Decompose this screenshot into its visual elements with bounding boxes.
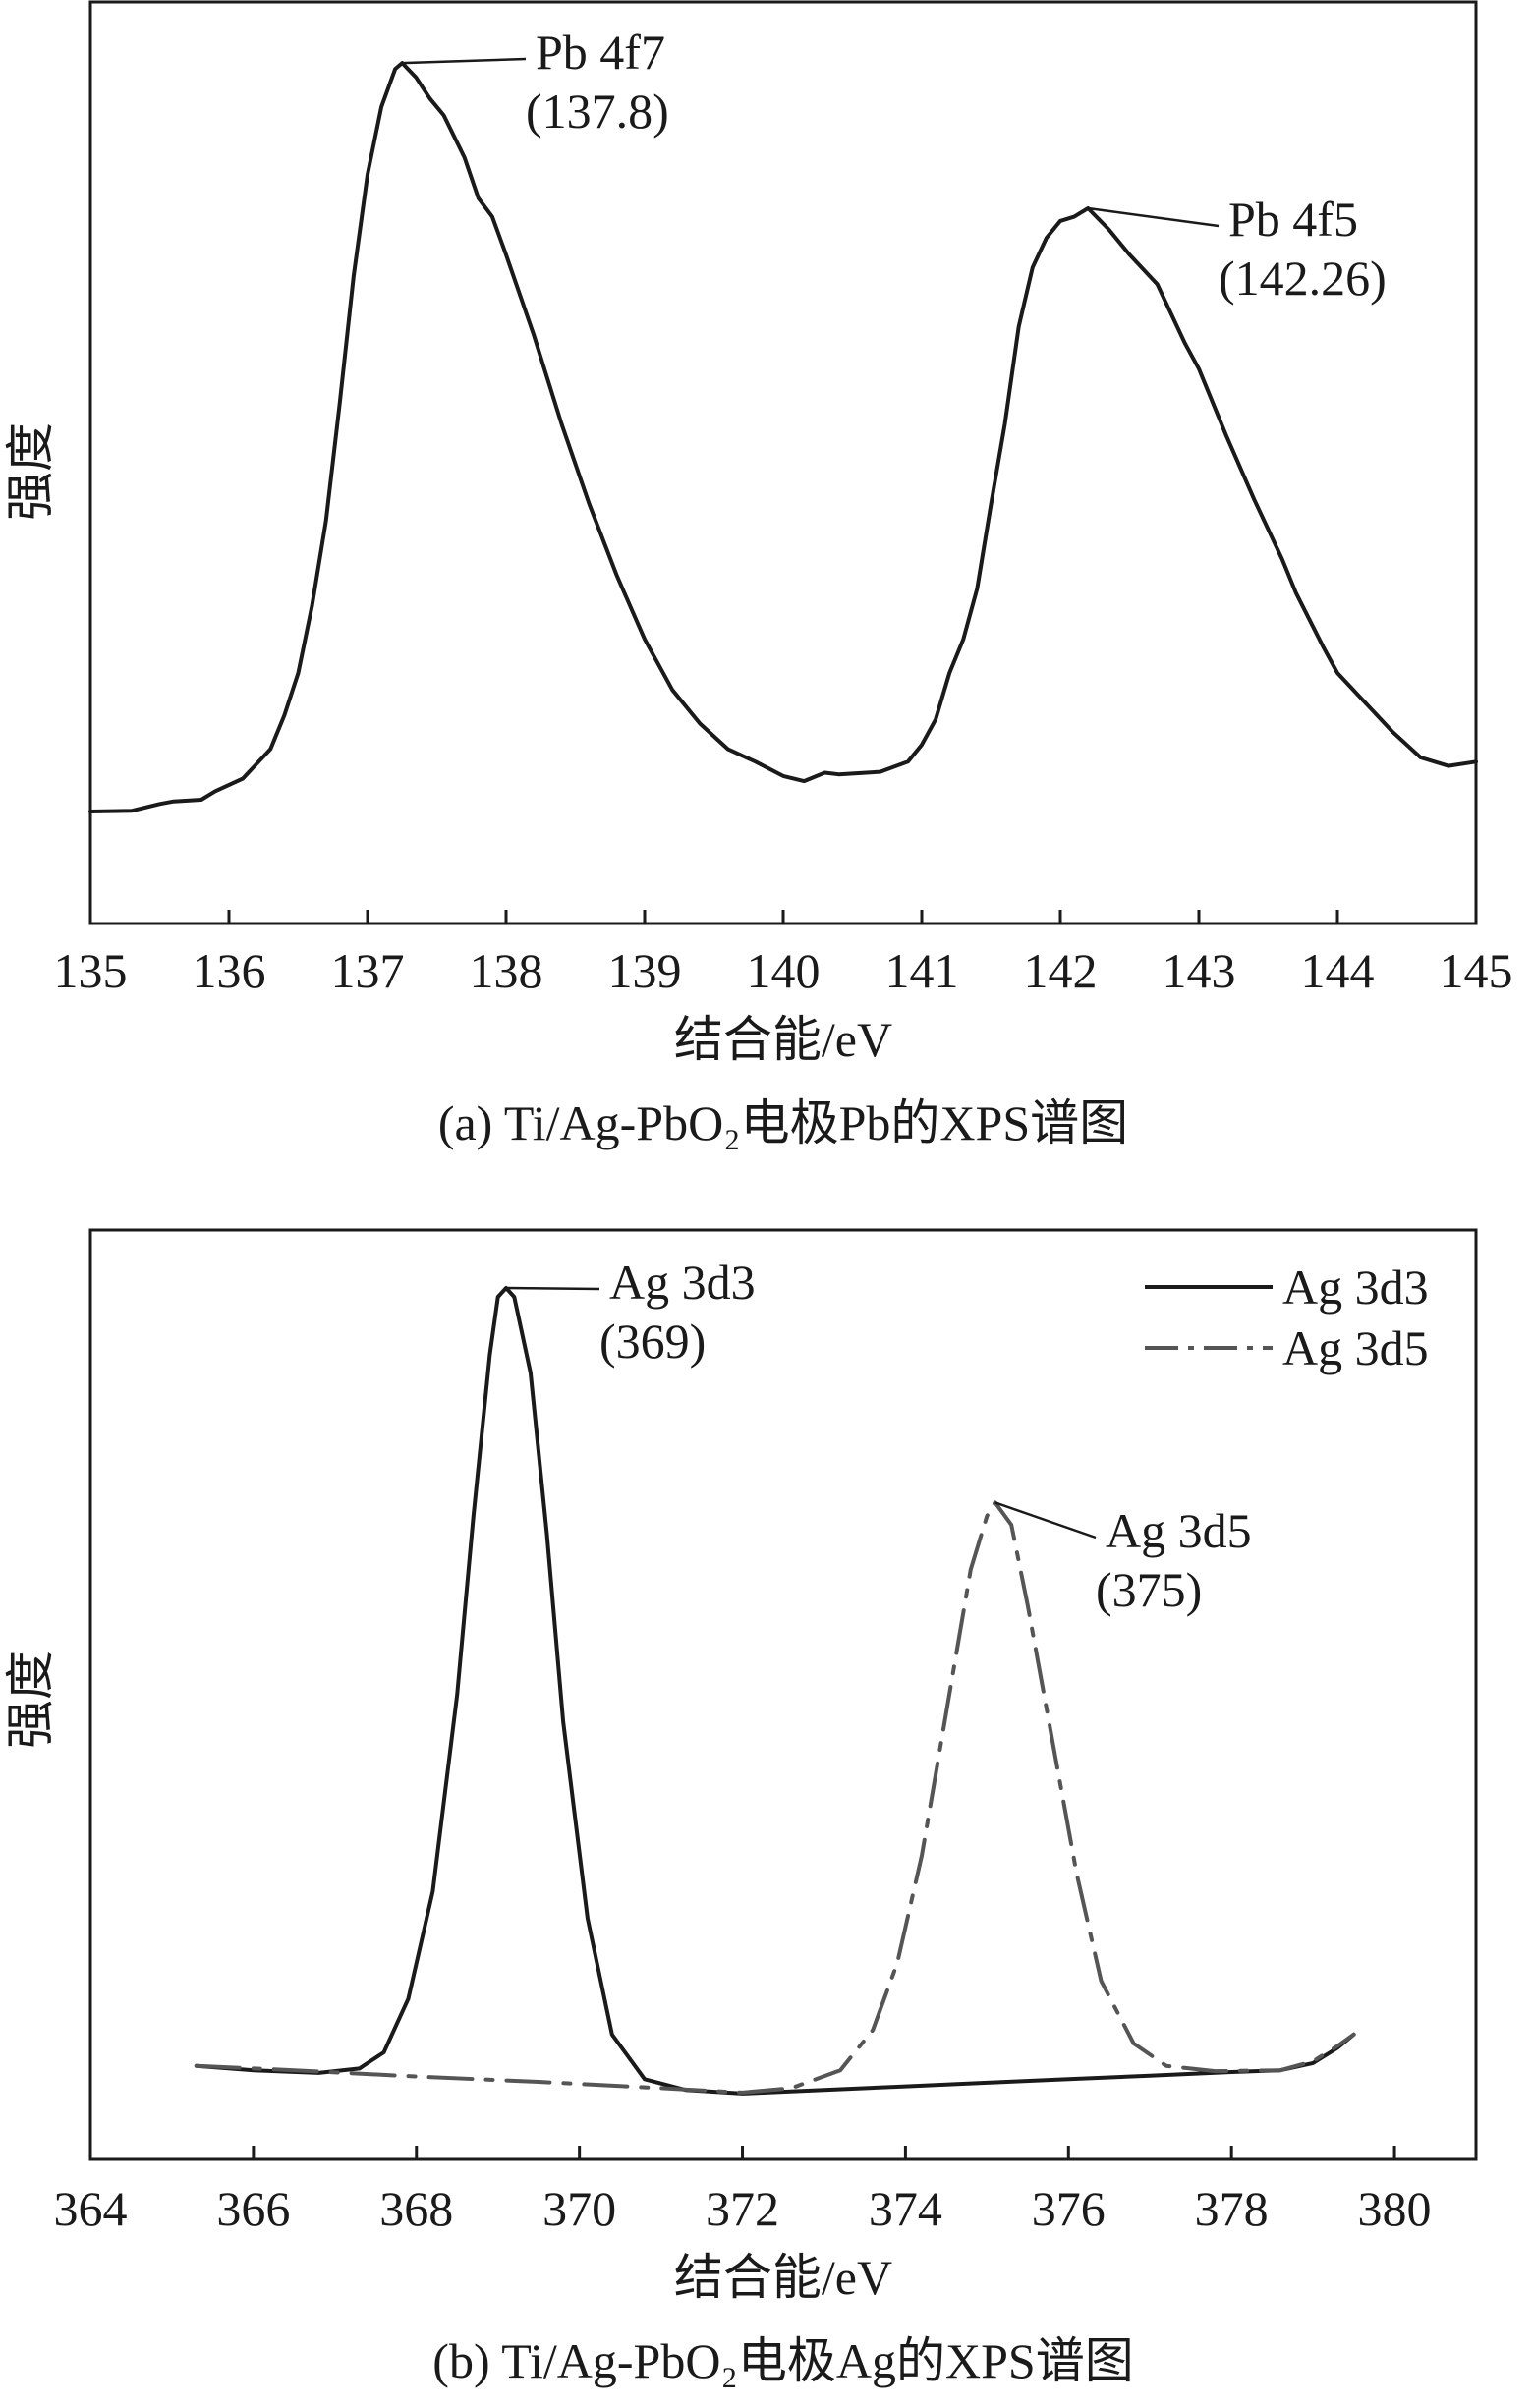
annotation-leader-a-0 — [402, 57, 527, 65]
x-tick-label-b-380: 380 — [1358, 2181, 1432, 2236]
x-tick-label-a-136: 136 — [193, 943, 266, 998]
annotation-layer-a: Pb 4f7(137.8) Pb 4f5(142.26) — [402, 25, 1387, 306]
legend-label-0: Ag 3d3 — [1282, 1260, 1429, 1315]
x-tick-label-b-364: 364 — [54, 2181, 128, 2236]
x-tick-label-b-378: 378 — [1195, 2181, 1269, 2236]
annotation-leader-b-1 — [994, 1501, 1097, 1540]
series-layer-a — [88, 61, 1478, 813]
y-axis-title-a: 强度 — [3, 422, 58, 521]
annotation-value-a-1: (142.26) — [1219, 251, 1387, 306]
legend-label-1: Ag 3d5 — [1282, 1320, 1429, 1375]
x-tick-label-a-142: 142 — [1024, 943, 1098, 998]
x-ticks-b: 364 366 368 370 372 374 376 378 380 — [54, 2146, 1432, 2236]
annotation-value-b-0: (369) — [599, 1314, 706, 1369]
x-tick-label-a-139: 139 — [608, 943, 682, 998]
x-tick-label-b-366: 366 — [216, 2181, 290, 2236]
x-tick-label-b-376: 376 — [1032, 2181, 1106, 2236]
series-layer-b — [194, 1286, 1356, 2096]
panel-a: Pb 4f7(137.8) Pb 4f5(142.26) 135 136 137 138… — [3, 0, 1513, 1150]
x-axis-title-a: 结合能/eV — [674, 1012, 892, 1067]
x-tick-label-a-143: 143 — [1163, 943, 1236, 998]
x-axis-title-b: 结合能/eV — [674, 2250, 892, 2305]
y-axis-title-b: 强度 — [3, 1651, 58, 1749]
x-tick-label-a-145: 145 — [1440, 943, 1513, 998]
x-tick-label-a-137: 137 — [331, 943, 405, 998]
x-tick-label-a-135: 135 — [54, 943, 128, 998]
series-line-a-peak-spectrum — [88, 61, 1478, 813]
plot-frame-a — [88, 0, 1478, 925]
x-ticks-a: 135 136 137 138 139 140 141 142 143 144 145 — [54, 910, 1513, 998]
caption-a: (a) Ti/Ag-PbO₂电极Pb的XPS谱图 — [438, 1095, 1128, 1150]
x-tick-label-b-372: 372 — [706, 2181, 779, 2236]
x-tick-label-b-374: 374 — [869, 2181, 942, 2236]
x-tick-label-b-368: 368 — [379, 2181, 453, 2236]
annotation-leader-a-1 — [1088, 206, 1220, 228]
x-tick-label-a-141: 141 — [885, 943, 959, 998]
annotation-label-b-0: Ag 3d3 — [609, 1255, 756, 1310]
annotation-label-a-0: Pb 4f7 — [536, 25, 665, 80]
plot-frame-b — [88, 1228, 1478, 2161]
x-tick-label-a-144: 144 — [1301, 943, 1375, 998]
x-tick-label-b-370: 370 — [542, 2181, 616, 2236]
annotation-value-a-0: (137.8) — [526, 84, 669, 139]
series-line-b-ag-3d5 — [194, 1500, 1356, 2095]
x-tick-label-a-138: 138 — [470, 943, 543, 998]
x-tick-label-a-140: 140 — [747, 943, 821, 998]
annotation-label-a-1: Pb 4f5 — [1228, 192, 1358, 247]
annotation-leader-b-0 — [505, 1286, 600, 1291]
annotation-label-b-1: Ag 3d5 — [1106, 1503, 1252, 1558]
caption-b: (b) Ti/Ag-PbO₂电极Ag的XPS谱图 — [432, 2333, 1133, 2388]
annotation-layer-b: Ag 3d3(369) Ag 3d5(375) — [505, 1255, 1252, 1617]
annotation-value-b-1: (375) — [1096, 1562, 1202, 1617]
series-line-b-ag-3d3 — [194, 1286, 1356, 2096]
